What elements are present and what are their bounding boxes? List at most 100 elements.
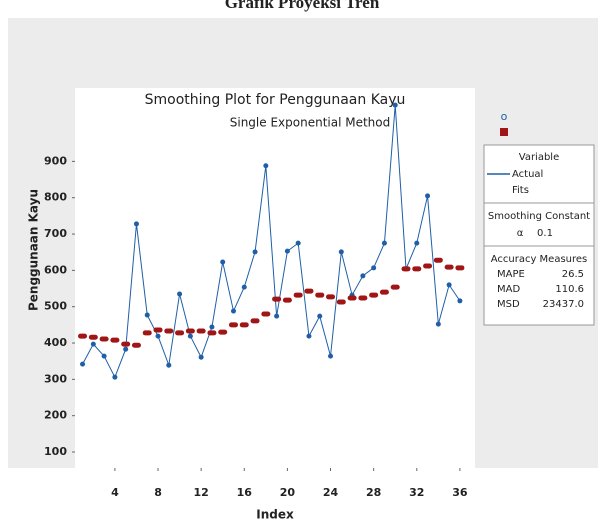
legend-box [483, 144, 595, 326]
actual-point [198, 354, 204, 360]
actual-point [123, 346, 129, 352]
actual-point [187, 333, 193, 339]
fit-point [228, 322, 238, 328]
x-tick-label: 20 [280, 486, 296, 499]
fit-point [164, 328, 174, 334]
plot-area [75, 88, 475, 468]
fit-point [326, 294, 336, 300]
smoothing-symbol: α [517, 228, 524, 239]
fit-point [444, 264, 454, 270]
fit-point [304, 288, 314, 294]
fit-point [369, 292, 379, 298]
fit-point [282, 297, 292, 303]
actual-point [90, 341, 96, 347]
fit-point [131, 342, 141, 348]
x-tick-label: 28 [366, 486, 381, 499]
actual-point [435, 321, 441, 327]
accuracy-value: 110.6 [555, 284, 584, 295]
actual-point [317, 313, 323, 319]
actual-point [338, 249, 344, 255]
fit-point [336, 299, 346, 305]
x-tick-label: 32 [409, 486, 424, 499]
fit-point [379, 289, 389, 295]
fit-point [207, 330, 217, 336]
actual-point [414, 240, 420, 246]
actual-point [177, 291, 183, 297]
fit-point [412, 266, 422, 272]
fit-point [175, 330, 185, 336]
actual-point [230, 308, 236, 314]
y-tick-label: 200 [44, 409, 67, 422]
actual-point [112, 374, 118, 380]
actual-point [80, 361, 86, 367]
y-axis-label: Penggunaan Kayu [27, 189, 41, 311]
y-tick-label: 800 [44, 191, 67, 204]
accuracy-label: MSD [497, 299, 520, 310]
legend-icon: o [501, 110, 508, 123]
actual-point [144, 312, 150, 318]
fit-point [272, 296, 282, 302]
fit-point [142, 330, 152, 336]
fit-point [153, 327, 163, 333]
actual-point [371, 265, 377, 271]
actual-point [360, 273, 366, 279]
accuracy-value: 23437.0 [543, 299, 584, 310]
actual-point [220, 259, 226, 265]
fit-point [347, 295, 357, 301]
accuracy-value: 26.5 [562, 269, 584, 280]
page-title: Grafik Proyeksi Tren [225, 0, 380, 12]
actual-line [82, 105, 461, 379]
fit-point [239, 322, 249, 328]
fit-point [110, 337, 120, 343]
actual-point [328, 353, 334, 359]
fit-point [358, 295, 368, 301]
x-axis-label: Index [256, 508, 294, 522]
x-tick-label: 24 [323, 486, 339, 499]
actual-point [209, 324, 215, 330]
y-tick-label: 400 [44, 336, 67, 349]
actual-point [166, 362, 172, 368]
accuracy-title: Accuracy Measures [491, 254, 588, 265]
accuracy-label: MAD [497, 284, 520, 295]
fit-point [455, 265, 465, 271]
actual-point [274, 313, 280, 319]
fit-point [78, 333, 88, 339]
y-tick-label: 500 [44, 300, 67, 313]
legend-title: Variable [519, 152, 560, 163]
y-tick-label: 300 [44, 372, 67, 385]
accuracy-label: MAPE [497, 269, 525, 280]
actual-point [306, 333, 312, 339]
actual-point [457, 298, 463, 304]
y-tick-label: 100 [44, 445, 67, 458]
fit-point [401, 266, 411, 272]
actual-point [133, 221, 139, 227]
fit-point [261, 311, 271, 317]
fit-point [433, 257, 443, 263]
actual-point [252, 249, 258, 255]
actual-point [241, 284, 247, 290]
actual-point [295, 240, 301, 246]
actual-point [381, 240, 387, 246]
fit-point [250, 318, 260, 324]
y-tick-label: 600 [44, 263, 67, 276]
actual-point [392, 102, 398, 108]
x-tick-label: 36 [452, 486, 468, 499]
fit-point [196, 328, 206, 334]
x-tick-label: 4 [111, 486, 119, 499]
fit-point [390, 284, 400, 290]
chart-subtitle: Single Exponential Method [230, 116, 391, 130]
actual-point [155, 333, 161, 339]
fit-point [423, 263, 433, 269]
actual-point [425, 193, 431, 199]
x-tick-label: 16 [237, 486, 253, 499]
smoothing-title: Smoothing Constant [488, 211, 590, 222]
chart-title: Smoothing Plot for Penggunaan Kayu [145, 92, 406, 108]
legend-label: Fits [512, 185, 529, 196]
smoothing-value: 0.1 [537, 228, 553, 239]
actual-point [446, 282, 452, 288]
x-tick-label: 8 [154, 486, 162, 499]
fit-point [185, 328, 195, 334]
x-tick-label: 12 [193, 486, 208, 499]
